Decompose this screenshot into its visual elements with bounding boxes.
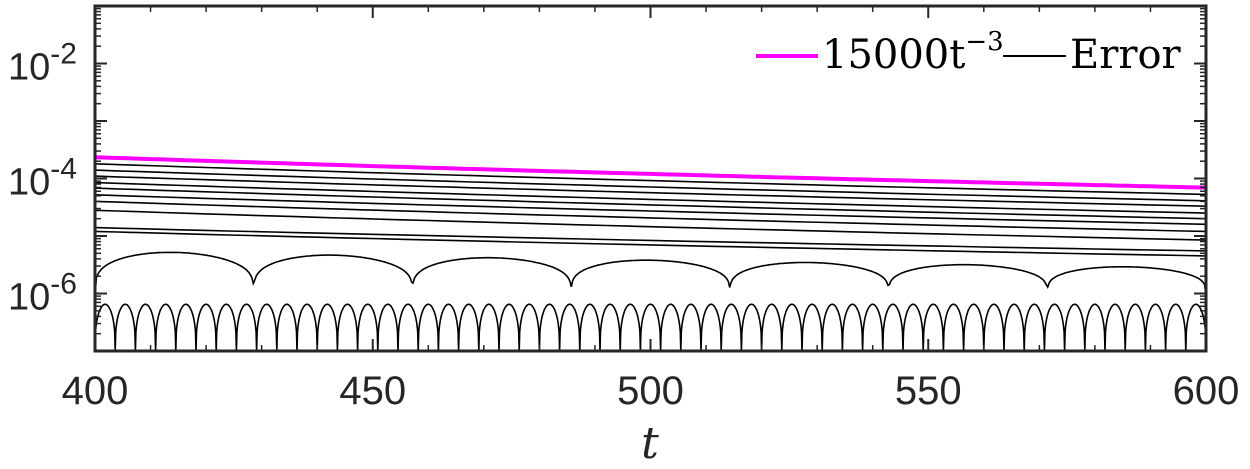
y-tick-label-exponent: -4 bbox=[50, 153, 77, 186]
model-line bbox=[94, 155, 1207, 190]
y-tick-label-10e-4: 10-4 bbox=[8, 153, 77, 204]
y-tick-label-10e-2: 10-2 bbox=[8, 38, 77, 89]
error-curve-7 bbox=[94, 209, 1207, 241]
x-tick-label-400: 400 bbox=[62, 369, 129, 413]
x-tick-label-600: 600 bbox=[1173, 369, 1240, 413]
plot-area bbox=[93, 4, 1208, 353]
y-tick-label-exponent: -6 bbox=[50, 268, 77, 301]
error-curve-11 bbox=[94, 303, 1207, 352]
x-tick-label-550: 550 bbox=[895, 369, 962, 413]
x-tick-labels: 400 450 500 550 600 bbox=[62, 369, 1240, 413]
legend-label-model-exponent: −3 bbox=[965, 27, 1003, 57]
legend-label-error: Error bbox=[1070, 32, 1182, 78]
error-curve-3 bbox=[94, 181, 1207, 214]
legend-label-model: 15000t−3 bbox=[822, 27, 1004, 78]
x-axis-label: t bbox=[641, 418, 659, 469]
plot-background bbox=[95, 6, 1206, 351]
error-curve-1 bbox=[94, 169, 1207, 202]
error-curve-10 bbox=[94, 251, 1207, 297]
y-tick-labels: 10-610-410-2 bbox=[8, 38, 77, 319]
y-tick-label-base: 10 bbox=[8, 162, 50, 204]
y-tick-label-base: 10 bbox=[8, 277, 50, 319]
y-tick-label-exponent: -2 bbox=[50, 38, 77, 71]
error-curve-9 bbox=[94, 230, 1207, 257]
error-curve-6 bbox=[94, 200, 1207, 233]
legend-label-model-base: 15000t bbox=[822, 32, 965, 78]
error-curve-8 bbox=[94, 226, 1207, 252]
y-tick-label-base: 10 bbox=[8, 47, 50, 89]
series-layer bbox=[94, 155, 1207, 352]
x-tick-label-450: 450 bbox=[339, 369, 406, 413]
legend: 15000t−3 Error bbox=[756, 27, 1182, 78]
y-tick-label-10e-6: 10-6 bbox=[8, 268, 77, 319]
error-curve-2 bbox=[94, 175, 1207, 207]
error-curve-0 bbox=[94, 163, 1207, 196]
plot-frame bbox=[93, 4, 1208, 353]
error-curve-4 bbox=[94, 187, 1207, 220]
x-tick-label-500: 500 bbox=[617, 369, 684, 413]
error-curve-5 bbox=[94, 194, 1207, 226]
